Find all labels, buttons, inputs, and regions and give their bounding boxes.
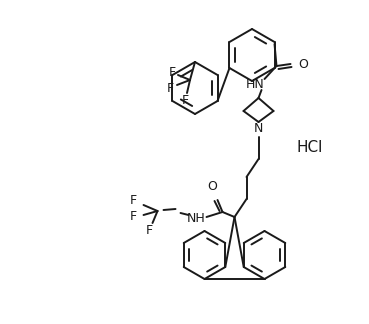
Text: N: N bbox=[254, 122, 263, 135]
Text: NH: NH bbox=[187, 212, 206, 225]
Text: O: O bbox=[299, 59, 308, 72]
Text: F: F bbox=[182, 94, 189, 107]
Text: HCl: HCl bbox=[297, 141, 323, 156]
Text: F: F bbox=[130, 211, 137, 224]
Text: HN: HN bbox=[246, 78, 265, 91]
Text: O: O bbox=[208, 180, 217, 193]
Text: F: F bbox=[130, 194, 137, 207]
Text: F: F bbox=[168, 65, 176, 78]
Text: F: F bbox=[166, 82, 173, 95]
Text: F: F bbox=[146, 225, 153, 237]
